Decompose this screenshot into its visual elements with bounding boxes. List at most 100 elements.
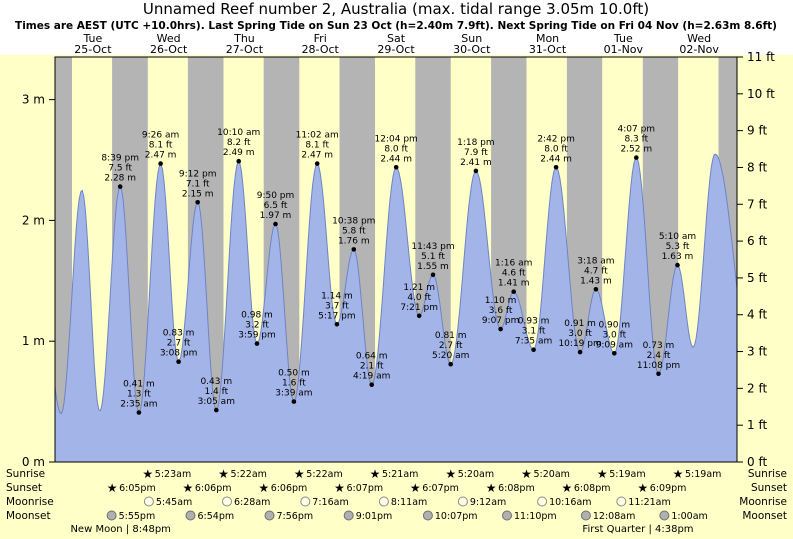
- day-label-dow: Fri: [314, 32, 327, 45]
- tide-annotation-line: 0.64 m: [356, 352, 388, 362]
- high-tide-annotation: 10:10 am8.2 ft2.49 m: [217, 128, 260, 164]
- tide-annotation-line: 2.7 ft: [439, 341, 463, 351]
- sun-moon-rows: Sunrise Sunrise★ 5:23am ★ 5:22am ★ 5:22am ★ 5:21…: [6, 467, 787, 522]
- tide-extreme-dot: [334, 322, 340, 327]
- tide-annotation-line: 1:18 pm: [457, 138, 495, 148]
- tide-annotation-line: 4:07 pm: [618, 125, 656, 135]
- tide-extreme-dot: [656, 371, 661, 377]
- low-tide-annotation: 0.50 m1.6 ft3:39 am: [275, 369, 313, 404]
- y-axis-label-right: 0 ft: [747, 455, 767, 469]
- tide-extreme-dot: [553, 165, 559, 170]
- sunset-time: 6:08pm: [498, 483, 535, 494]
- low-tide-annotation: 1.10 m3.6 ft9:07 pm: [482, 296, 520, 332]
- tide-annotation-line: 9:12 pm: [179, 169, 217, 179]
- sunrise-time: 5:22am: [231, 469, 267, 480]
- day-label-date: 30-Oct: [453, 43, 491, 56]
- moon-phase-labels: New Moon | 8:48pm First Quarter | 4:38pm: [70, 524, 693, 535]
- moonrise-label-right: Moonrise: [739, 496, 787, 508]
- page-title: Unnamed Reef number 2, Australia (max. t…: [143, 0, 649, 18]
- sunrise-time: 5:22am: [306, 469, 342, 480]
- tide-annotation-line: 2.4 ft: [647, 351, 671, 361]
- sunrise-star-icon: ★: [673, 467, 684, 481]
- tide-annotation-line: 3:08 pm: [160, 349, 198, 359]
- moonrise-icon: [616, 496, 627, 507]
- day-label-date: 28-Oct: [302, 43, 340, 56]
- moonrise-time: 8:11am: [391, 497, 427, 508]
- low-tide-annotation: 0.64 m2.1 ft4:19 am: [353, 352, 390, 388]
- tide-annotation-line: 1.63 m: [662, 252, 694, 262]
- sunrise-star-icon: ★: [142, 467, 153, 481]
- tide-extreme-dot: [351, 247, 357, 252]
- sunset-time: 6:07pm: [422, 483, 459, 494]
- sunset-star-icon: ★: [410, 481, 421, 495]
- high-tide-annotation: 11:02 am8.1 ft2.47 m: [296, 131, 339, 166]
- tide-annotation-line: 3:05 am: [198, 397, 235, 407]
- sunset-time: 6:06pm: [195, 483, 232, 494]
- tide-annotation-line: 4.0 ft: [407, 293, 431, 303]
- tide-annotation-line: 8.1 ft: [305, 141, 329, 151]
- tide-extreme-dot: [593, 287, 599, 292]
- tide-extreme-dot: [612, 351, 617, 356]
- y-axis-label-left: 2 m: [22, 213, 45, 227]
- day-label-dow: Wed: [157, 32, 181, 45]
- tide-annotation-line: 7:21 pm: [400, 303, 438, 313]
- moonset-icon: [264, 510, 275, 521]
- tide-annotation-line: 1.43 m: [580, 276, 612, 286]
- y-axis-label-right: 2 ft: [747, 381, 767, 395]
- moonrise-label-left: Moonrise: [6, 496, 54, 508]
- tide-annotation-line: 2.47 m: [301, 151, 333, 161]
- sunset-star-icon: ★: [334, 481, 345, 495]
- day-label-dow: Tue: [613, 32, 633, 45]
- tide-annotation-line: 9:09 am: [596, 340, 633, 350]
- moonrise-time: 10:16am: [549, 497, 591, 508]
- tide-annotation-line: 1.3 ft: [127, 390, 151, 400]
- sunset-time: 6:09pm: [650, 483, 687, 494]
- sunset-time: 6:08pm: [574, 483, 611, 494]
- tide-annotation-line: 8.0 ft: [384, 144, 408, 154]
- tide-annotation-line: 3.0 ft: [602, 330, 626, 340]
- tide-annotation-line: 5.3 ft: [666, 242, 690, 252]
- tide-extreme-dot: [634, 155, 639, 160]
- tide-annotation-line: 9:07 pm: [482, 316, 520, 326]
- tide-annotation-line: 0.91 m: [564, 319, 596, 329]
- tide-annotation-line: 3.7 ft: [325, 301, 349, 311]
- low-tide-annotation: 0.41 m1.3 ft2:35 am: [120, 380, 158, 415]
- tide-annotation-line: 3:39 am: [275, 389, 312, 399]
- tide-annotation-line: 0.50 m: [278, 369, 310, 379]
- tide-annotation-line: 6.5 ft: [264, 201, 288, 211]
- tide-annotation-line: 1.14 m: [321, 291, 353, 301]
- plot-border: [54, 56, 738, 463]
- y-axis-right: 0 ft 1 ft 2 ft 3 ft 4 ft 5 ft 6 ft 7 ft 8 ft 9 ft…: [737, 50, 775, 469]
- day-labels: Tue25-OctWed26-OctThu27-OctFri28-OctSat2…: [74, 32, 719, 56]
- tide-extreme-dot: [448, 361, 454, 367]
- moon-phase-label: First Quarter | 4:38pm: [582, 524, 693, 535]
- tide-annotation-line: 9:26 am: [142, 131, 179, 141]
- sunrise-time: 5:21am: [382, 469, 418, 480]
- tide-extreme-dot: [273, 221, 278, 227]
- moonset-time: 9:01pm: [356, 511, 393, 522]
- high-tide-annotation: 4:07 pm8.3 ft2.52 m: [618, 125, 656, 160]
- tide-annotation-line: 0.98 m: [241, 311, 273, 321]
- high-tide-annotation: 1:18 pm7.9 ft2.41 m: [457, 138, 495, 174]
- plot-frame: [54, 56, 738, 463]
- low-tide-annotation: 1.14 m3.7 ft5:17 pm: [318, 291, 356, 327]
- tide-extreme-dot: [195, 200, 200, 205]
- y-axis-label-right: 6 ft: [747, 234, 767, 248]
- sunset-star-icon: ★: [562, 481, 573, 495]
- sunset-time: 6:07pm: [347, 483, 384, 494]
- tide-annotation-line: 0.41 m: [123, 380, 155, 390]
- low-tide-annotation: 0.93 m3.1 ft7:35 am: [515, 317, 552, 353]
- tide-annotation-line: 2.41 m: [460, 158, 492, 168]
- sunrise-time: 5:20am: [534, 469, 570, 480]
- y-axis-label-left: 0 m: [22, 455, 45, 469]
- sunrise-star-icon: ★: [218, 467, 229, 481]
- tide-extreme-dot: [473, 168, 479, 174]
- sunrise-star-icon: ★: [597, 467, 608, 481]
- tide-extreme-dot: [416, 313, 422, 319]
- day-label-date: 27-Oct: [226, 43, 264, 56]
- tide-annotation-line: 10:10 am: [217, 128, 260, 138]
- sunset-star-icon: ★: [486, 481, 497, 495]
- tide-area: [55, 154, 737, 462]
- tide-extreme-dot: [236, 158, 241, 164]
